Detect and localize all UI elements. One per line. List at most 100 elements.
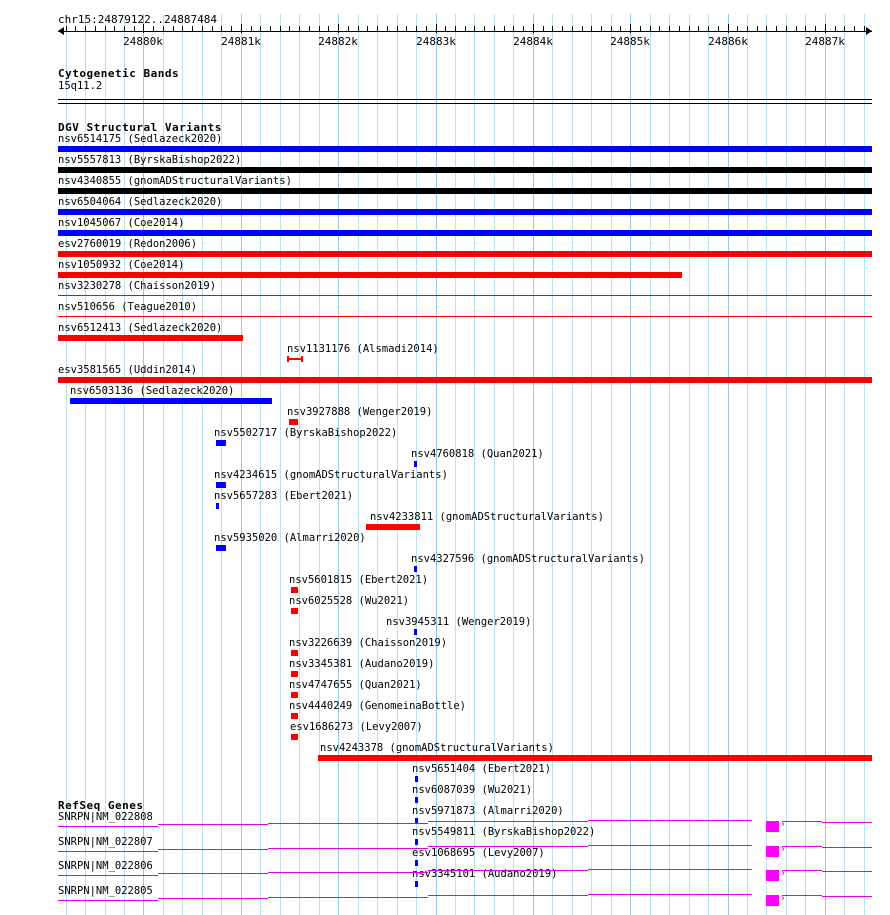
gene-intron-line <box>58 851 158 852</box>
variant-label[interactable]: nsv6025528 (Wu2021) <box>289 595 410 607</box>
variant-label[interactable]: nsv3945311 (Wenger2019) <box>386 616 532 628</box>
ruler-tick <box>835 26 836 32</box>
variant-label[interactable]: esv1686273 (Levy2007) <box>290 721 423 733</box>
variant-label[interactable]: nsv5657283 (Ebert2021) <box>214 490 354 502</box>
gene-exon[interactable] <box>766 870 779 881</box>
variant-label[interactable]: nsv5557813 (ByrskaBishop2022) <box>58 154 242 166</box>
variant-bar[interactable] <box>291 692 298 698</box>
variant-bar[interactable] <box>415 776 418 782</box>
ruler-tick <box>241 24 242 33</box>
variant-bar[interactable] <box>216 545 226 551</box>
variant-label[interactable]: nsv4233811 (gnomADStructuralVariants) <box>370 511 604 523</box>
variant-bar[interactable] <box>366 524 420 530</box>
variant-bar[interactable] <box>58 316 872 317</box>
variant-bar[interactable] <box>216 440 226 446</box>
variant-label[interactable]: nsv1131176 (Alsmadi2014) <box>287 343 439 355</box>
gene-intron-line <box>158 824 268 825</box>
variant-bar[interactable] <box>70 398 272 404</box>
variant-label[interactable]: nsv4760818 (Quan2021) <box>411 448 544 460</box>
variant-label[interactable]: nsv4327596 (gnomADStructuralVariants) <box>411 553 645 565</box>
variant-label[interactable]: nsv3230278 (Chaisson2019) <box>58 280 217 292</box>
ruler-tick <box>289 26 290 32</box>
variant-bar[interactable] <box>58 335 243 341</box>
variant-bar[interactable] <box>415 839 418 845</box>
variant-bar[interactable] <box>414 566 417 572</box>
variant-label[interactable]: nsv5935020 (Almarri2020) <box>214 532 366 544</box>
variant-label[interactable]: nsv510656 (Teague2010) <box>58 301 198 313</box>
variant-label[interactable]: nsv5601815 (Ebert2021) <box>289 574 429 586</box>
ruler-tick <box>436 24 437 33</box>
variant-bar[interactable] <box>291 734 298 740</box>
variant-bar[interactable] <box>291 650 298 656</box>
variant-label[interactable]: nsv6514175 (Sedlazeck2020) <box>58 133 223 145</box>
ruler-tick <box>348 26 349 32</box>
variant-label[interactable]: nsv6504064 (Sedlazeck2020) <box>58 196 223 208</box>
variant-label[interactable]: esv3581565 (Uddin2014) <box>58 364 198 376</box>
variant-bar[interactable] <box>414 629 417 635</box>
variant-bar[interactable] <box>291 671 298 677</box>
ruler-tick <box>562 26 563 32</box>
variant-bar[interactable] <box>216 503 219 509</box>
variant-bar[interactable] <box>58 209 872 215</box>
variant-bar[interactable] <box>415 818 418 824</box>
variant-bar[interactable] <box>58 188 872 194</box>
variant-bar[interactable] <box>58 230 872 236</box>
variant-bar[interactable] <box>216 482 226 488</box>
variant-bar[interactable] <box>415 797 418 803</box>
variant-label[interactable]: nsv6087039 (Wu2021) <box>412 784 533 796</box>
variant-label[interactable]: nsv6512413 (Sedlazeck2020) <box>58 322 223 334</box>
variant-bar[interactable] <box>415 860 418 866</box>
variant-label[interactable]: nsv4243378 (gnomADStructuralVariants) <box>320 742 554 754</box>
variant-label[interactable]: nsv3345101 (Audano2019) <box>412 868 558 880</box>
variant-label[interactable]: nsv6503136 (Sedlazeck2020) <box>70 385 235 397</box>
gene-intron-line <box>588 869 752 870</box>
ruler-tick <box>757 26 758 32</box>
variant-bar[interactable] <box>58 251 872 257</box>
gene-intron-line <box>822 871 872 872</box>
variant-label[interactable]: esv2760019 (Redon2006) <box>58 238 198 250</box>
variant-label[interactable]: nsv1050932 (Coe2014) <box>58 259 185 271</box>
ruler-tick <box>85 26 86 32</box>
variant-bar[interactable] <box>287 356 303 362</box>
variant-label[interactable]: esv1068695 (Levy2007) <box>412 847 545 859</box>
gene-label[interactable]: SNRPN|NM_022805 <box>58 885 153 897</box>
variant-bar[interactable] <box>415 881 418 887</box>
ruler-tick <box>737 26 738 32</box>
variant-bar[interactable] <box>289 419 298 425</box>
variant-label[interactable]: nsv4747655 (Quan2021) <box>289 679 422 691</box>
variant-bar[interactable] <box>58 295 872 296</box>
variant-bar[interactable] <box>291 608 298 614</box>
variant-label[interactable]: nsv4234615 (gnomADStructuralVariants) <box>214 469 448 481</box>
variant-bar[interactable] <box>58 146 872 152</box>
variant-label[interactable]: nsv5971873 (Almarri2020) <box>412 805 564 817</box>
variant-bar[interactable] <box>58 377 872 383</box>
gene-exon[interactable] <box>766 895 779 906</box>
gene-label[interactable]: SNRPN|NM_022808 <box>58 811 153 823</box>
variant-label[interactable]: nsv3226639 (Chaisson2019) <box>289 637 448 649</box>
variant-bar[interactable] <box>414 461 417 467</box>
variant-label[interactable]: nsv3345381 (Audano2019) <box>289 658 435 670</box>
gene-label[interactable]: SNRPN|NM_022806 <box>58 860 153 872</box>
ruler-tick <box>182 26 183 32</box>
cytogenetic-band-label[interactable]: 15q11.2 <box>58 80 103 92</box>
variant-bar[interactable] <box>291 713 298 719</box>
variant-label[interactable]: nsv4340855 (gnomADStructuralVariants) <box>58 175 292 187</box>
variant-label[interactable]: nsv3927888 (Wenger2019) <box>287 406 433 418</box>
variant-label[interactable]: nsv4440249 (GenomeinaBottle) <box>289 700 467 712</box>
ruler-tick <box>864 26 865 32</box>
variant-bar[interactable] <box>58 167 872 173</box>
gene-label[interactable]: SNRPN|NM_022807 <box>58 836 153 848</box>
variant-bar[interactable] <box>318 755 872 761</box>
gene-intron-line <box>158 873 268 874</box>
ruler-tick-label: 24880k <box>123 35 163 48</box>
variant-label[interactable]: nsv5549811 (ByrskaBishop2022) <box>412 826 596 838</box>
variant-bar[interactable] <box>291 587 298 593</box>
variant-label[interactable]: nsv1045067 (Coe2014) <box>58 217 185 229</box>
ruler-tick <box>75 26 76 32</box>
variant-label[interactable]: nsv5651404 (Ebert2021) <box>412 763 552 775</box>
variant-bar[interactable] <box>58 272 682 278</box>
variant-label[interactable]: nsv5502717 (ByrskaBishop2022) <box>214 427 398 439</box>
gene-exon[interactable] <box>766 846 779 857</box>
gene-exon[interactable] <box>766 821 779 832</box>
